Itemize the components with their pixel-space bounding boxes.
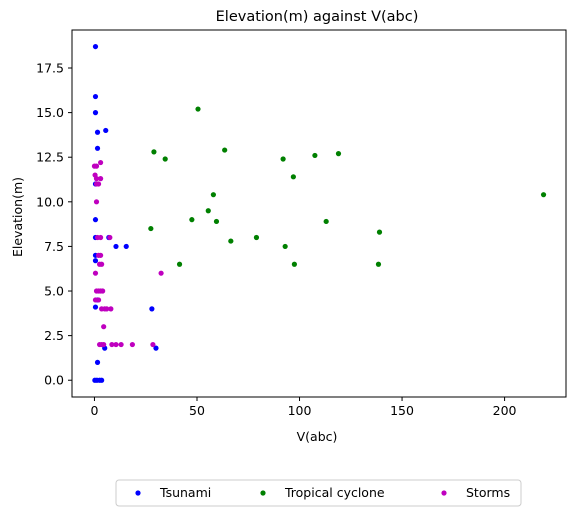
data-point-tropical-cyclone — [323, 218, 329, 225]
data-point-storms — [98, 159, 104, 166]
legend-label-tropical-cyclone: Tropical cyclone — [284, 485, 385, 500]
y-tick-label: 17.5 — [36, 61, 64, 76]
y-tick-label: 7.5 — [44, 239, 64, 254]
data-point-storms — [93, 199, 100, 205]
data-point-tropical-cyclone — [540, 192, 547, 198]
data-point-tsunami — [92, 43, 99, 50]
data-point-tropical-cyclone — [253, 234, 260, 241]
data-point-storms — [101, 341, 107, 348]
data-point-tsunami — [92, 217, 99, 223]
x-axis-label: V(abc) — [297, 429, 338, 444]
data-point-tropical-cyclone — [312, 152, 318, 159]
chart-title: Elevation(m) against V(abc) — [216, 9, 419, 25]
data-point-tsunami — [94, 129, 101, 135]
data-point-storms — [113, 341, 119, 348]
legend-marker-storms — [441, 490, 447, 496]
data-point-storms — [95, 297, 102, 303]
data-point-storms — [158, 270, 164, 276]
data-point-storms — [101, 324, 107, 330]
legend-label-tsunami: Tsunami — [159, 485, 211, 500]
data-point-tropical-cyclone — [189, 217, 195, 223]
data-point-tsunami — [94, 359, 101, 365]
plot-frame — [71, 29, 567, 398]
data-point-tsunami — [92, 304, 99, 310]
data-point-tropical-cyclone — [162, 156, 168, 162]
data-point-tropical-cyclone — [176, 261, 183, 267]
data-point-storms — [118, 341, 124, 348]
legend: Tsunami Tropical cyclone Storms — [115, 479, 522, 507]
data-point-tsunami — [123, 243, 129, 250]
axis-ticks: 0 50 100 150 200 0.0 2.5 5.0 7.5 10.0 12.5 15.0 17.5 — [36, 61, 516, 418]
data-point-tsunami — [153, 345, 159, 351]
data-point-tropical-cyclone — [151, 149, 157, 155]
data-point-storms — [108, 306, 114, 312]
data-point-tsunami — [99, 377, 105, 383]
data-point-tsunami — [94, 145, 101, 151]
x-tick-label: 50 — [189, 403, 205, 418]
data-point-storms — [93, 176, 100, 182]
data-point-tropical-cyclone — [228, 238, 234, 244]
y-axis-label: Elevation(m) — [10, 177, 25, 257]
data-point-tropical-cyclone — [213, 218, 220, 225]
data-point-storms — [99, 261, 105, 267]
data-point-tropical-cyclone — [205, 208, 211, 214]
data-point-tropical-cyclone — [280, 156, 286, 162]
y-tick-label: 0.0 — [44, 373, 64, 388]
data-point-storms — [98, 176, 104, 182]
data-point-storms — [104, 306, 110, 312]
data-point-tropical-cyclone — [210, 192, 216, 198]
data-point-tropical-cyclone — [222, 147, 228, 153]
data-point-tropical-cyclone — [376, 229, 383, 235]
legend-marker-tropical-cyclone — [260, 490, 266, 496]
y-tick-label: 2.5 — [44, 328, 64, 343]
data-point-storms — [129, 341, 135, 348]
data-point-storms — [95, 181, 102, 187]
data-point-storms — [98, 252, 104, 258]
y-tick-label: 12.5 — [36, 150, 64, 165]
data-point-tropical-cyclone — [375, 261, 382, 267]
data-point-tsunami — [103, 127, 109, 134]
data-point-storms — [109, 341, 115, 348]
data-point-storms — [100, 288, 106, 294]
data-point-tropical-cyclone — [335, 151, 342, 157]
y-tick-label: 5.0 — [44, 284, 64, 299]
x-tick-label: 0 — [90, 403, 98, 418]
legend-marker-tsunami — [135, 490, 141, 496]
data-point-storms — [150, 341, 156, 348]
y-tick-label: 10.0 — [36, 194, 64, 209]
legend-box — [115, 479, 522, 507]
data-point-tropical-cyclone — [148, 225, 154, 232]
data-point-storms — [107, 234, 113, 241]
x-tick-label: 150 — [390, 403, 414, 418]
data-point-tropical-cyclone — [282, 243, 288, 250]
data-point-tsunami — [92, 93, 99, 100]
x-tick-label: 100 — [288, 403, 312, 418]
data-point-tropical-cyclone — [195, 106, 201, 112]
data-points — [91, 43, 547, 383]
data-point-tropical-cyclone — [291, 261, 297, 267]
data-point-tsunami — [92, 110, 99, 116]
data-point-tropical-cyclone — [290, 174, 296, 180]
data-point-storms — [93, 163, 100, 169]
data-point-storms — [92, 270, 99, 276]
x-tick-label: 200 — [493, 403, 517, 418]
data-point-tsunami — [92, 258, 99, 264]
data-point-tsunami — [149, 306, 155, 312]
legend-label-storms: Storms — [466, 485, 510, 500]
data-point-tsunami — [113, 243, 119, 250]
y-tick-label: 15.0 — [36, 105, 64, 120]
data-point-storms — [98, 234, 104, 241]
